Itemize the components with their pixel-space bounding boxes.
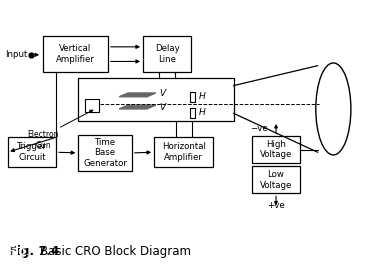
Text: Fig. 7.4: Fig. 7.4: [9, 245, 59, 258]
Text: V: V: [160, 89, 165, 98]
Bar: [252, 166, 300, 193]
Bar: [143, 36, 191, 72]
Polygon shape: [119, 93, 156, 97]
Text: Electron
Gun: Electron Gun: [27, 130, 59, 150]
Bar: [78, 135, 132, 171]
Text: Trigger
Circuit: Trigger Circuit: [17, 142, 47, 162]
Text: V: V: [160, 103, 165, 112]
Polygon shape: [119, 105, 156, 109]
Text: Time
Base
Generator: Time Base Generator: [83, 138, 127, 168]
Bar: [190, 108, 195, 118]
Text: Low
Voltage: Low Voltage: [260, 170, 292, 190]
Text: −ve: −ve: [250, 124, 268, 133]
Bar: [85, 99, 99, 112]
Bar: [154, 137, 213, 167]
Text: H: H: [198, 92, 205, 101]
Bar: [190, 92, 195, 102]
Ellipse shape: [316, 63, 351, 155]
Bar: [252, 136, 300, 163]
Text: Input: Input: [5, 50, 27, 59]
Text: +ve: +ve: [267, 201, 285, 210]
Bar: [78, 78, 234, 121]
Text: Delay
Line: Delay Line: [155, 44, 180, 64]
Text: High
Voltage: High Voltage: [260, 140, 292, 159]
Bar: [8, 137, 56, 167]
Text: H: H: [198, 109, 205, 118]
Text: Horizontal
Amplifier: Horizontal Amplifier: [162, 142, 206, 162]
Text: Fig. 7.4     Basic CRO Block Diagram: Fig. 7.4 Basic CRO Block Diagram: [9, 245, 221, 258]
Text: Vertical
Amplifier: Vertical Amplifier: [56, 44, 95, 64]
Bar: [43, 36, 108, 72]
Text: Basic CRO Block Diagram: Basic CRO Block Diagram: [40, 245, 191, 258]
